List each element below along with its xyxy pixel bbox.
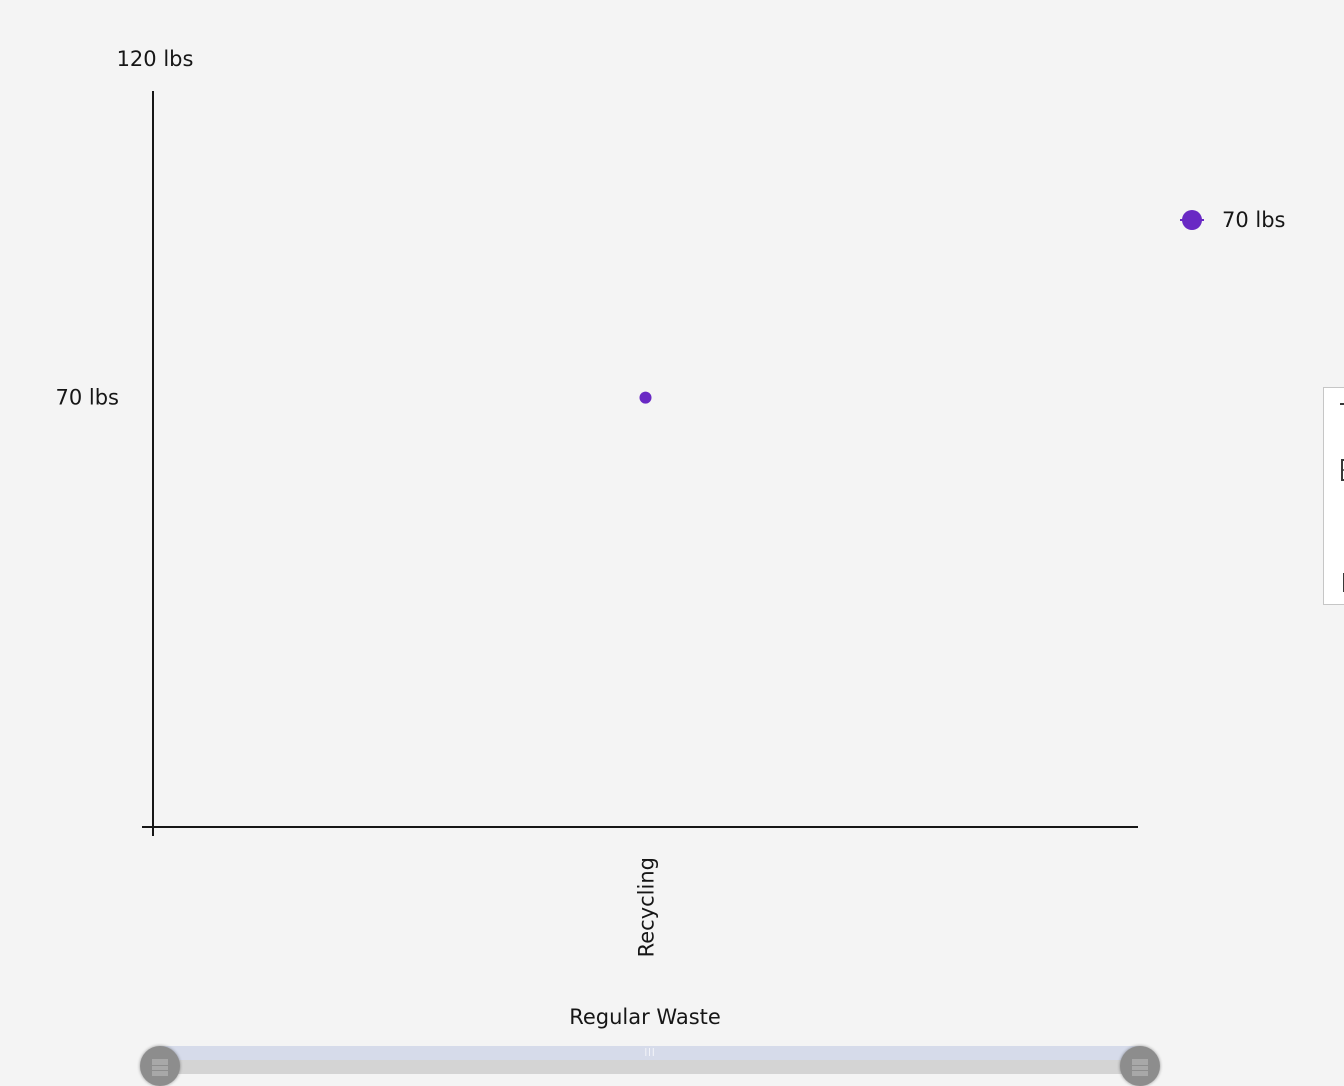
restore-icon[interactable] xyxy=(1336,508,1344,538)
zoom-slider-end-handle[interactable] xyxy=(1120,1046,1160,1086)
handle-grip-icon xyxy=(152,1059,168,1076)
data-point[interactable] xyxy=(639,391,652,404)
zoom-slider-start-handle[interactable] xyxy=(140,1046,180,1086)
zoom-slider-range[interactable] xyxy=(160,1046,1140,1060)
zoom-icon[interactable] xyxy=(1336,394,1344,424)
legend[interactable]: 70 lbs xyxy=(1180,208,1286,232)
chart-toolbox xyxy=(1323,387,1344,605)
legend-marker-dot xyxy=(1182,210,1202,230)
save-image-icon[interactable] xyxy=(1336,566,1344,596)
handle-grip-icon xyxy=(1132,1059,1148,1076)
axes xyxy=(142,91,1138,836)
x-axis-title: Regular Waste xyxy=(569,1005,721,1029)
zoom-slider[interactable]: ||| xyxy=(160,1046,1140,1076)
data-points xyxy=(639,391,652,404)
x-tick-labels: Recycling xyxy=(635,857,659,957)
legend-marker-icon xyxy=(1180,208,1204,232)
y-tick-labels: 70 lbs 120 lbs xyxy=(55,47,193,410)
zoom-reset-icon[interactable] xyxy=(1336,454,1344,484)
x-tick-label: Recycling xyxy=(635,857,659,957)
y-tick-label: 120 lbs xyxy=(117,47,194,71)
zoom-slider-grip-icon[interactable]: ||| xyxy=(644,1047,656,1056)
legend-label: 70 lbs xyxy=(1222,208,1286,232)
y-tick-label: 70 lbs xyxy=(55,386,119,410)
